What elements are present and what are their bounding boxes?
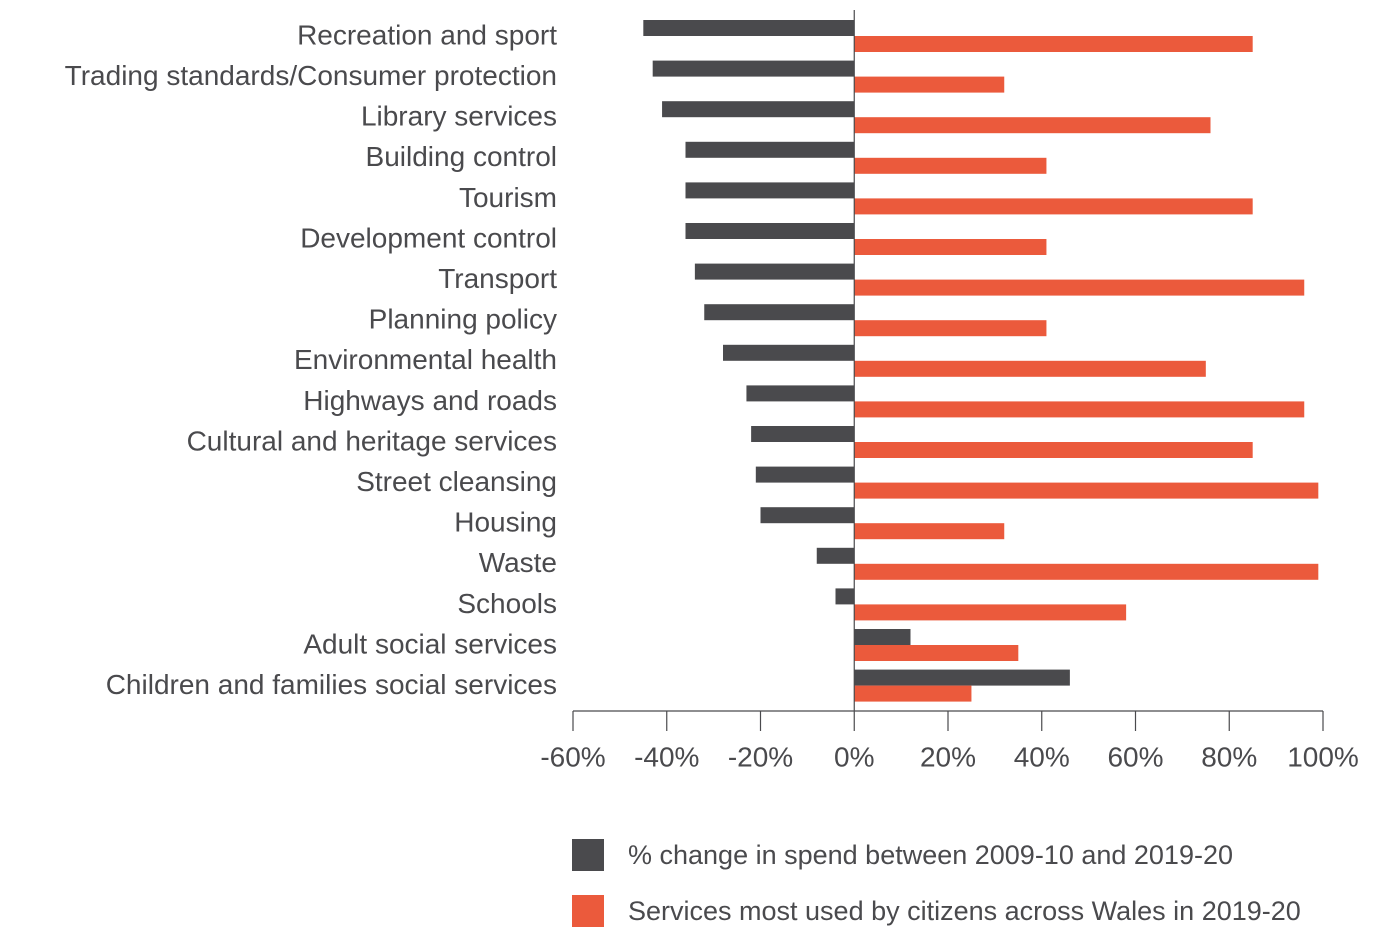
legend: % change in spend between 2009-10 and 20… [572,838,1301,950]
spend-change-bar-environmental-health [723,344,855,361]
services-used-bar-environmental-health [854,360,1206,377]
spend-change-bar-building-control [685,141,855,158]
legend-swatch-services-used [572,895,604,927]
services-used-bar-tourism [854,198,1253,215]
spend-change-bar-transport [694,263,855,280]
services-used-bar-waste [854,563,1319,580]
x-tick-label: 80% [1201,741,1257,772]
services-used-bar-schools [854,604,1127,621]
category-label: Children and families social services [106,669,557,700]
services-used-bar-library-services [854,117,1211,134]
services-used-bar-transport [854,279,1305,296]
category-label: Environmental health [294,344,557,375]
legend-label-services-used: Services most used by citizens across Wa… [628,895,1301,926]
category-label: Recreation and sport [297,19,557,50]
spend-change-bar-housing [760,507,855,524]
spend-change-bar-cultural-and-heritage-services [751,426,855,442]
spend-change-bar-planning-policy [704,304,855,321]
spend-change-bar-trading-standards-consumer-protection [652,60,855,77]
category-label: Tourism [459,182,557,213]
category-label: Cultural and heritage services [187,425,557,456]
spend-change-bar-waste [816,547,855,564]
bar-chart: Recreation and sport Trading standards/Co… [65,10,1359,772]
legend-item-spend-change: % change in spend between 2009-10 and 20… [572,838,1301,872]
services-used-bar-cultural-and-heritage-services [854,442,1253,458]
services-used-bar-adult-social-services [854,645,1019,661]
category-label: Street cleansing [356,466,557,497]
spend-change-bar-children-and-families-social-services [854,669,1070,686]
services-used-bar-housing [854,523,1005,540]
x-tick-label: -40% [634,741,699,772]
spend-change-bar-tourism [685,182,855,199]
chart-container: Recreation and sport Trading standards/Co… [65,10,1359,772]
x-tick-label: 40% [1014,741,1070,772]
x-tick-label: 60% [1107,741,1163,772]
services-used-bar-development-control [854,239,1047,255]
x-tick-label: 0% [834,741,874,772]
spend-change-bar-adult-social-services [854,629,911,645]
category-label: Development control [300,222,557,253]
category-label: Highways and roads [303,385,557,416]
spend-change-bar-recreation-and-sport [643,20,855,36]
services-used-bar-street-cleansing [854,482,1319,499]
legend-item-services-used: Services most used by citizens across Wa… [572,894,1301,928]
services-used-bar-trading-standards-consumer-protection [854,76,1005,93]
services-used-bar-highways-and-roads [854,401,1305,418]
services-used-bar-building-control [854,157,1047,174]
spend-change-bar-street-cleansing [755,466,855,483]
category-label: Building control [366,141,557,172]
category-label: Trading standards/Consumer protection [65,60,557,91]
legend-swatch-spend-change [572,839,604,871]
x-tick-label: 20% [920,741,976,772]
spend-change-bar-library-services [662,101,855,118]
legend-label-spend-change: % change in spend between 2009-10 and 20… [628,839,1233,870]
x-tick-label: 100% [1287,741,1359,772]
spend-change-bar-highways-and-roads [746,385,855,402]
spend-change-bar-development-control [685,223,855,239]
category-label: Library services [361,101,557,132]
x-tick-label: -20% [728,741,793,772]
services-used-bar-recreation-and-sport [854,36,1253,52]
category-label: Waste [479,547,557,578]
category-label: Housing [454,507,557,538]
category-label: Planning policy [369,304,557,335]
services-used-bar-planning-policy [854,320,1047,337]
spend-change-bar-schools [835,588,855,605]
category-label: Adult social services [303,628,557,659]
services-used-bar-children-and-families-social-services [854,685,972,702]
category-label: Transport [438,263,557,294]
category-label: Schools [457,588,557,619]
x-tick-label: -60% [540,741,605,772]
